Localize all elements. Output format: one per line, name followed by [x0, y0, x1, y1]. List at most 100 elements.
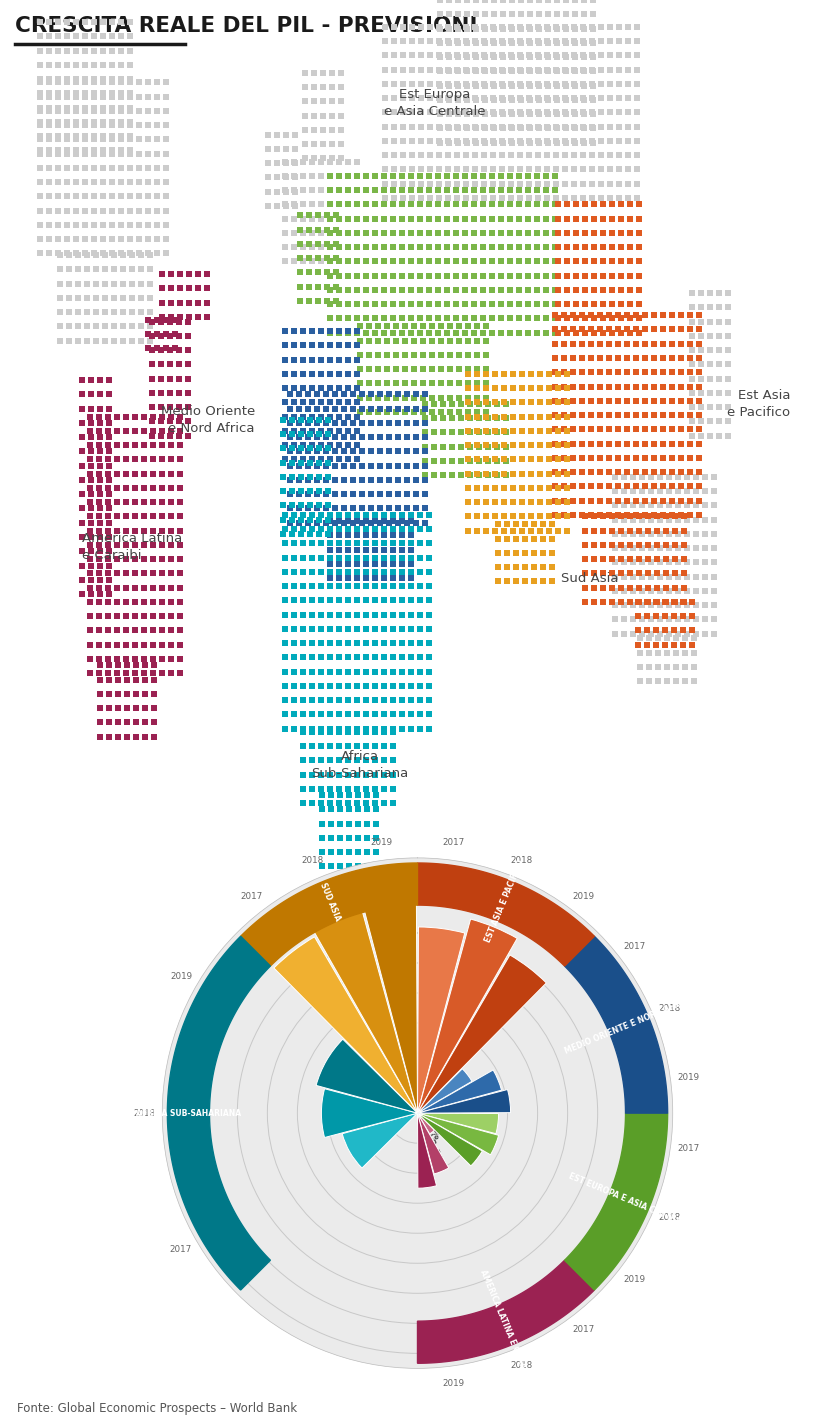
Point — [452, 88, 465, 111]
Point — [523, 143, 536, 166]
Point — [514, 173, 527, 196]
Point — [549, 390, 562, 413]
Point — [145, 410, 159, 432]
Point — [595, 143, 608, 166]
Point — [665, 447, 679, 469]
Point — [103, 654, 116, 676]
Point — [656, 318, 670, 340]
Point — [368, 661, 382, 683]
Point — [559, 16, 572, 38]
Point — [428, 435, 441, 458]
Point — [387, 661, 400, 683]
Point — [342, 703, 355, 726]
Text: +6,8%: +6,8% — [326, 995, 355, 1029]
Point — [94, 710, 107, 733]
Point — [423, 159, 437, 182]
Point — [75, 583, 89, 605]
Point — [459, 143, 473, 166]
Point — [181, 353, 195, 376]
Point — [515, 491, 529, 513]
Point — [559, 60, 573, 82]
Point — [463, 421, 477, 444]
Point — [579, 193, 592, 216]
Point — [93, 562, 106, 584]
Point — [296, 791, 310, 814]
Point — [96, 111, 109, 133]
Point — [84, 383, 98, 406]
Point — [392, 383, 405, 406]
Point — [514, 74, 528, 96]
Point — [542, 462, 555, 485]
Point — [288, 138, 301, 160]
Point — [323, 518, 337, 540]
Point — [145, 311, 159, 333]
Point — [110, 406, 124, 428]
Point — [181, 381, 195, 404]
Point — [551, 434, 564, 457]
Point — [84, 462, 97, 485]
Point — [351, 689, 364, 712]
Point — [549, 503, 562, 526]
Point — [398, 315, 412, 337]
Point — [587, 207, 600, 230]
Point — [33, 71, 47, 94]
Point — [144, 329, 157, 352]
Point — [540, 129, 554, 152]
Point — [132, 99, 145, 122]
Point — [271, 123, 284, 146]
Point — [630, 143, 644, 166]
Point — [373, 440, 387, 462]
Point — [302, 275, 316, 298]
Point — [389, 372, 402, 394]
Point — [351, 207, 364, 230]
Point — [414, 143, 428, 166]
Point — [172, 396, 185, 418]
Point — [276, 493, 290, 516]
Point — [459, 72, 473, 95]
Point — [506, 505, 519, 527]
Point — [60, 128, 73, 150]
Point — [132, 156, 145, 179]
Point — [288, 166, 301, 189]
Point — [569, 88, 582, 111]
Point — [703, 396, 716, 418]
Point — [612, 159, 625, 182]
Point — [626, 479, 640, 502]
Point — [368, 292, 382, 315]
Text: America Latina
e Caraibi: America Latina e Caraibi — [82, 532, 182, 562]
Point — [323, 221, 337, 244]
Point — [478, 16, 491, 38]
Point — [111, 696, 124, 719]
Point — [145, 381, 159, 404]
Point — [575, 362, 589, 384]
Point — [387, 735, 400, 757]
Point — [334, 147, 347, 170]
Point — [377, 632, 391, 655]
Point — [261, 180, 275, 203]
Point — [359, 567, 372, 590]
Point — [380, 315, 393, 337]
Point — [150, 228, 164, 251]
Point — [84, 519, 97, 542]
Point — [653, 594, 666, 617]
Point — [319, 383, 332, 406]
Bar — [311, 908, 418, 1113]
Point — [496, 0, 509, 11]
Point — [33, 200, 47, 223]
Point — [141, 99, 154, 122]
Point — [323, 335, 337, 357]
Point — [368, 207, 382, 230]
Point — [387, 221, 400, 244]
Point — [200, 262, 214, 285]
Point — [316, 813, 329, 835]
Point — [459, 58, 473, 81]
Point — [645, 594, 658, 617]
Point — [479, 377, 493, 400]
Point — [314, 689, 327, 712]
Point — [174, 434, 187, 457]
Point — [452, 0, 465, 11]
Point — [60, 40, 73, 62]
Point — [342, 735, 355, 757]
Point — [542, 505, 555, 527]
Point — [670, 627, 683, 649]
